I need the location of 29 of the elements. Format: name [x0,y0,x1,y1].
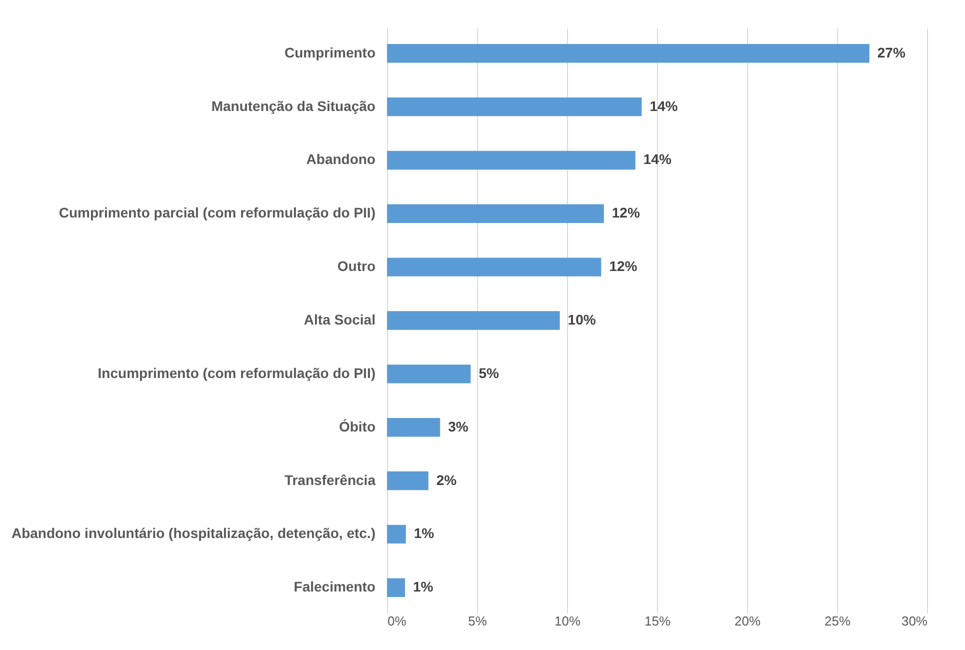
data-label: 2% [436,472,458,488]
y-tick-label: Outro [337,258,376,274]
data-label: 14% [650,98,678,114]
x-tick-label: 20% [734,614,761,628]
data-label: 5% [478,364,500,381]
y-tick-label: Alta Social [304,312,376,328]
y-tick-label: Cumprimento [284,44,376,60]
data-label: 1% [414,525,435,542]
data-label: 27% [877,44,906,60]
y-tick-label: Falecimento [294,578,376,595]
y-tick-label: Abandono involuntário (hospitalização, detenção, etc.) [11,525,376,542]
y-tick-label: Transferência [284,472,376,488]
data-label: 1% [413,578,434,595]
data-label: 14% [643,151,672,168]
data-label: 3% [448,418,469,434]
x-tick-label: 5% [468,614,488,628]
x-tick-label: 15% [644,614,671,628]
y-tick-label: Cumprimento parcial (com reformulação do PII) [58,204,376,221]
y-tick-label: Manutenção da Situação [211,98,376,114]
x-tick-label: 30% [901,614,928,628]
y-tick-label: Óbito [338,418,376,434]
y-tick-label: Incumprimento (com reformulação do PII) [98,364,376,381]
data-label: 12% [612,204,640,221]
x-tick-label: 0% [388,614,407,628]
x-tick-label: 25% [824,614,851,628]
x-tick-label: 10% [554,614,581,628]
y-tick-label: Abandono [306,151,376,168]
data-label: 10% [568,312,596,328]
data-label: 12% [609,258,638,274]
